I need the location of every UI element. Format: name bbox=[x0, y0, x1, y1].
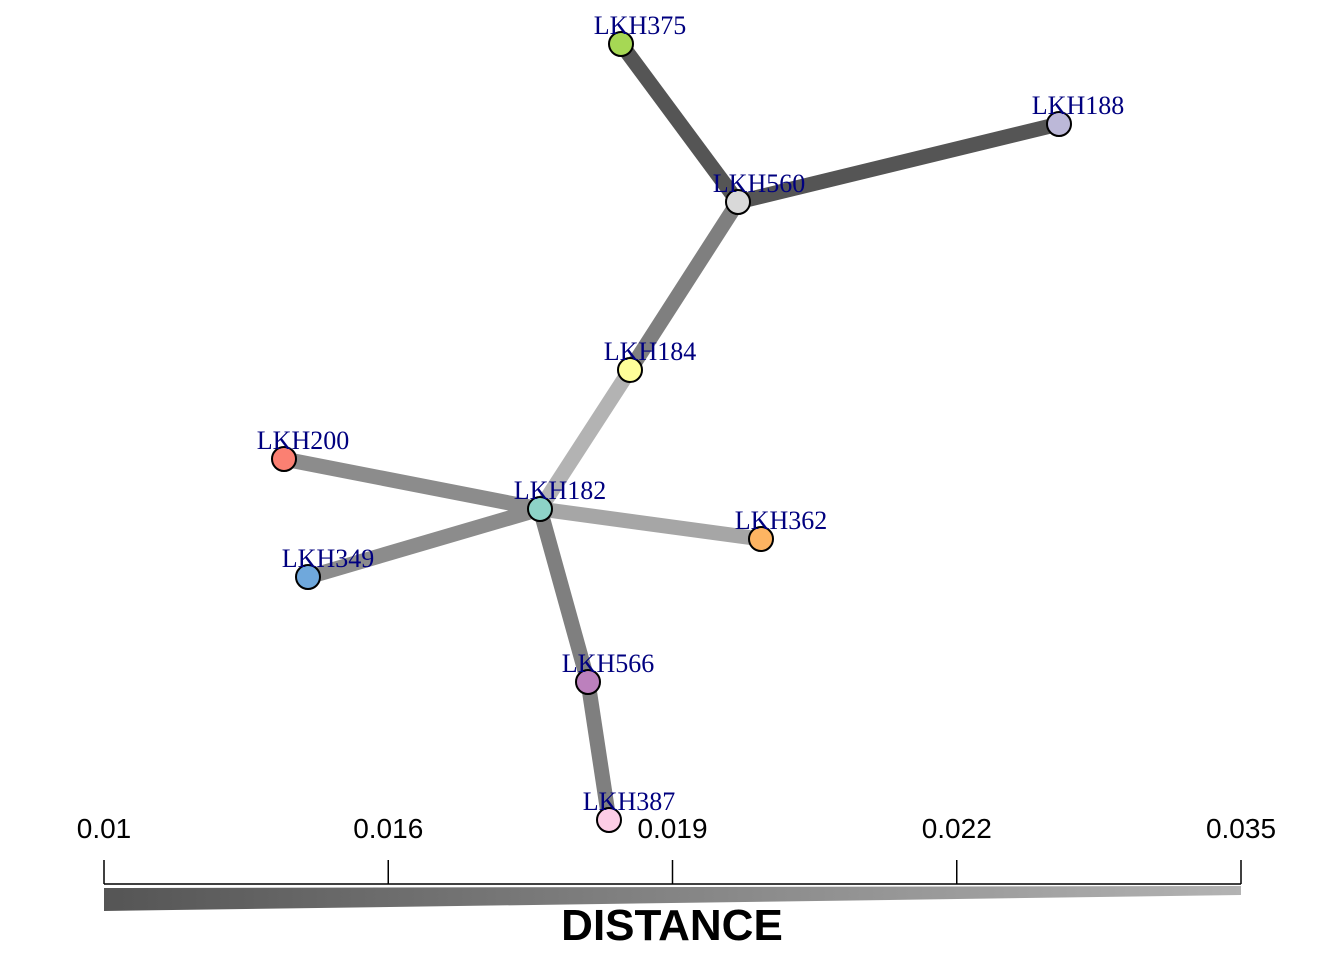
legend-tick-label: 0.019 bbox=[637, 813, 707, 844]
edge-lkh200-lkh182 bbox=[282, 451, 542, 517]
node-label-lkh375: LKH375 bbox=[594, 11, 686, 40]
edge-lkh182-lkh362 bbox=[538, 501, 763, 547]
edge-lkh184-lkh182 bbox=[533, 365, 637, 514]
node-lkh560 bbox=[725, 189, 751, 215]
nodes-layer bbox=[271, 31, 1072, 833]
node-lkh182 bbox=[527, 496, 553, 522]
legend-tick-label: 0.016 bbox=[353, 813, 423, 844]
node-lkh188 bbox=[1046, 111, 1072, 137]
node-lkh375 bbox=[608, 31, 634, 57]
node-lkh184 bbox=[617, 357, 643, 383]
node-label-lkh182: LKH182 bbox=[514, 476, 606, 505]
legend-ticks: 0.01 0.016 0.019 0.022 0.035 bbox=[77, 813, 1276, 884]
edge-lkh188-lkh560 bbox=[736, 116, 1061, 210]
node-label-lkh362: LKH362 bbox=[735, 506, 827, 535]
distance-legend: 0.01 0.016 0.019 0.022 0.035 DISTANCE bbox=[77, 813, 1276, 950]
labels-layer: LKH375 LKH188 LKH560 LKH184 LKH200 LKH182 LKH3… bbox=[257, 11, 1124, 816]
edge-lkh349-lkh182 bbox=[305, 501, 543, 585]
edge-lkh560-lkh184 bbox=[623, 197, 745, 375]
node-lkh200 bbox=[271, 446, 297, 472]
node-label-lkh566: LKH566 bbox=[562, 649, 654, 678]
node-lkh566 bbox=[575, 669, 601, 695]
legend-tick-label: 0.035 bbox=[1206, 813, 1276, 844]
legend-tick-label: 0.022 bbox=[922, 813, 992, 844]
node-label-lkh349: LKH349 bbox=[282, 544, 374, 573]
edges-layer bbox=[282, 39, 1061, 822]
node-label-lkh560: LKH560 bbox=[713, 169, 805, 198]
legend-gradient-bar bbox=[104, 886, 1241, 911]
node-label-lkh184: LKH184 bbox=[604, 337, 696, 366]
legend-tick-label: 0.01 bbox=[77, 813, 132, 844]
legend-title: DISTANCE bbox=[561, 901, 783, 950]
node-label-lkh188: LKH188 bbox=[1032, 91, 1124, 120]
node-lkh387 bbox=[596, 807, 622, 833]
node-label-lkh200: LKH200 bbox=[257, 426, 349, 455]
edge-lkh182-lkh566 bbox=[532, 506, 596, 685]
edge-lkh566-lkh387 bbox=[580, 680, 617, 822]
node-lkh349 bbox=[295, 564, 321, 590]
edge-lkh375-lkh560 bbox=[614, 39, 745, 207]
node-label-lkh387: LKH387 bbox=[583, 787, 675, 816]
node-lkh362 bbox=[748, 526, 774, 552]
